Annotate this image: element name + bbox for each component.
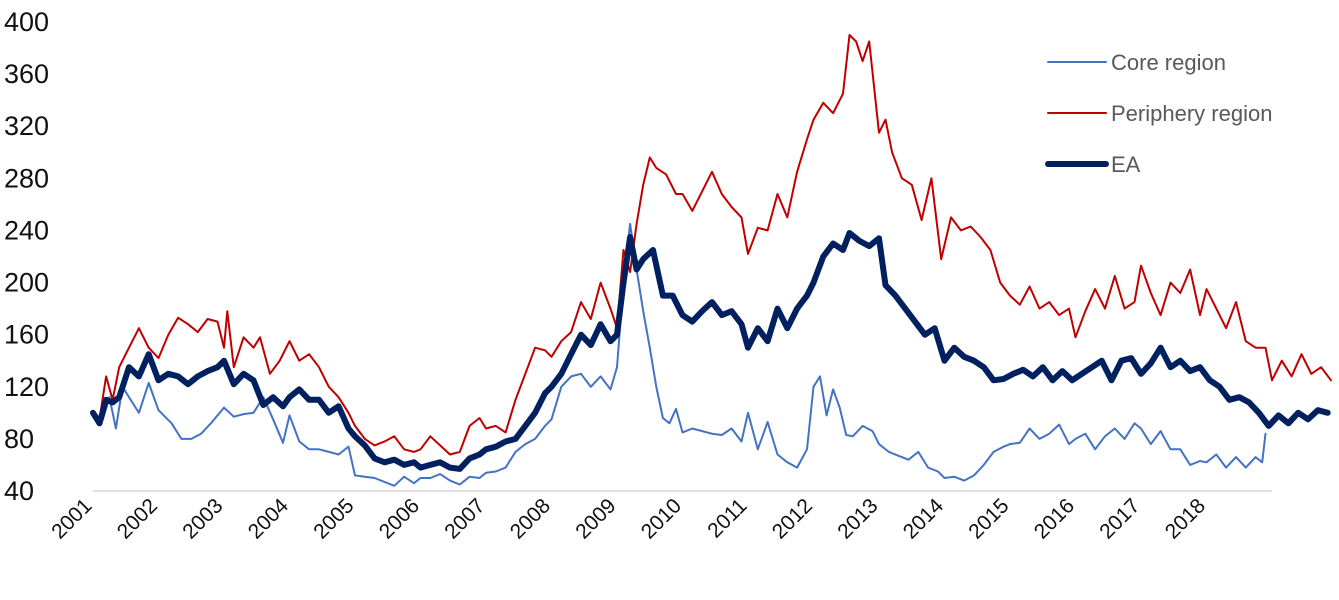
- series-line-core-region: [92, 222, 1267, 487]
- x-tick-label: 2018: [1161, 494, 1210, 543]
- x-axis-ticks: 2001 2002 2003 2004 2005 2006 2007 2008 2009 2010…: [47, 494, 1210, 544]
- x-tick-label: 2008: [506, 494, 555, 543]
- y-tick-label: 280: [4, 163, 49, 193]
- x-tick-label: 2013: [833, 494, 882, 543]
- y-tick-label: 320: [4, 111, 49, 141]
- y-tick-label: 200: [4, 268, 49, 298]
- y-tick-label: 240: [4, 215, 49, 245]
- x-tick-label: 2005: [309, 494, 358, 543]
- x-tick-label: 2009: [571, 494, 620, 543]
- y-tick-label: 400: [4, 7, 49, 37]
- series-line-ea: [90, 230, 1331, 472]
- x-tick-label: 2015: [964, 494, 1013, 543]
- x-tick-label: 2010: [637, 494, 686, 543]
- x-tick-label: 2012: [768, 494, 817, 543]
- y-tick-label: 40: [4, 476, 34, 506]
- x-tick-label: 2001: [47, 494, 96, 543]
- x-tick-label: 2007: [440, 494, 489, 543]
- y-axis-ticks: 40 80 120 160 200 240 280 320 360 400: [4, 7, 49, 506]
- x-tick-label: 2016: [1030, 494, 1079, 543]
- x-tick-label: 2006: [375, 494, 424, 543]
- legend-label: EA: [1111, 152, 1141, 177]
- x-tick-label: 2004: [244, 494, 294, 544]
- y-tick-label: 120: [4, 372, 49, 402]
- x-tick-label: 2003: [178, 494, 227, 543]
- series-layer: [90, 34, 1332, 487]
- y-tick-label: 80: [4, 424, 34, 454]
- legend-label: Core region: [1111, 50, 1226, 75]
- y-tick-label: 160: [4, 320, 49, 350]
- x-tick-label: 2002: [113, 494, 162, 543]
- x-tick-label: 2014: [899, 494, 949, 544]
- y-tick-label: 360: [4, 59, 49, 89]
- x-tick-label: 2017: [1095, 494, 1144, 543]
- legend: Core region Periphery region EA: [1045, 50, 1272, 177]
- legend-label: Periphery region: [1111, 101, 1272, 126]
- series-line-periphery-region: [92, 34, 1332, 456]
- x-tick-label: 2011: [703, 494, 751, 542]
